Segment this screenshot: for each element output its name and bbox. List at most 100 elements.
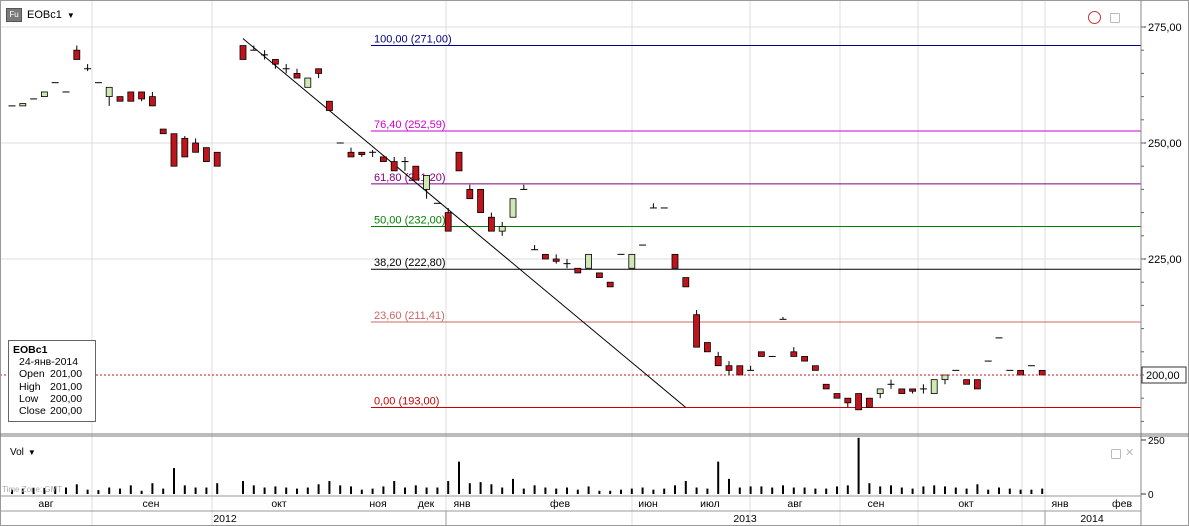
candle-body [1017, 369, 1024, 376]
close-icon[interactable]: ✕ [1125, 447, 1135, 459]
candle [170, 133, 178, 167]
volume-bar [306, 487, 309, 494]
volume-bar [382, 486, 385, 494]
volume-bar [162, 488, 165, 494]
volume-bar [43, 487, 46, 494]
futures-badge: Fu [6, 8, 22, 22]
volume-label[interactable]: Vol [10, 447, 24, 458]
candle [898, 388, 906, 394]
volume-bar [183, 485, 186, 494]
volume-bar [998, 487, 1000, 494]
volume-bar [976, 484, 979, 494]
volume-bar [954, 487, 957, 494]
candle-body [855, 393, 862, 411]
restore-icon[interactable] [1111, 449, 1121, 459]
fib-level-label: 50,00 (232,00) [374, 215, 446, 227]
volume-bar [216, 483, 219, 494]
grid-lines [0, 0, 1141, 526]
volume-bar [54, 486, 57, 494]
volume-bar [75, 484, 78, 494]
symbol-label[interactable]: EOBc1 [27, 9, 62, 21]
candle [304, 77, 312, 88]
candle [606, 281, 614, 288]
candle [127, 91, 135, 102]
candle-body [358, 151, 366, 155]
volume-bar [803, 487, 806, 494]
volume-bar [598, 490, 601, 494]
candle-body [606, 281, 614, 288]
volume-bar [728, 478, 730, 494]
data-row-close: Close 200,00 [19, 405, 83, 418]
candle [138, 91, 146, 102]
candle-body [116, 96, 124, 102]
candle-body [941, 374, 949, 381]
candle [423, 175, 431, 199]
volume-bar [479, 482, 482, 494]
candle-body [325, 100, 333, 111]
candle [844, 397, 852, 408]
timezone-label: Time Zone: GMT [2, 485, 63, 494]
candle [116, 96, 124, 102]
volume-bar [1030, 489, 1033, 494]
volume-bar [717, 461, 720, 494]
candle-body [596, 272, 603, 278]
chevron-down-icon[interactable]: ▼ [27, 448, 36, 457]
volume-bar [140, 490, 143, 494]
volume-bar [447, 481, 450, 494]
candle-body [866, 397, 873, 408]
month-label: окт [271, 498, 287, 510]
volume-bar [792, 487, 795, 494]
year-label: 2014 [1080, 513, 1104, 525]
candle-body [148, 96, 156, 107]
candle-body [822, 383, 830, 390]
candle [596, 272, 603, 278]
month-label: авг [787, 498, 802, 510]
symbol-toolbar[interactable]: Fu EOBc1 ▼ [6, 8, 75, 22]
candle [822, 383, 830, 390]
volume-bar [684, 481, 687, 494]
volume-bar [522, 488, 525, 494]
fib-level-label: 76,40 (252,59) [374, 119, 446, 131]
candle-body [239, 45, 247, 60]
volume-bars [11, 437, 1044, 494]
volume-bar [652, 489, 655, 494]
volume-bar [922, 486, 925, 494]
volume-bar [987, 489, 990, 494]
candle [887, 379, 895, 389]
candle-body [477, 188, 485, 213]
volume-bar [339, 485, 342, 494]
restore-icon[interactable] [1110, 13, 1120, 23]
month-label: авг [38, 498, 53, 510]
volume-bar [825, 488, 828, 494]
candle-body [181, 137, 189, 158]
volume-bar [576, 489, 579, 494]
volume-bar [641, 487, 644, 494]
candle-body [812, 365, 819, 371]
candle-body [1038, 369, 1046, 376]
month-label: янв [1051, 498, 1068, 510]
candle [758, 351, 765, 357]
volume-bar [566, 487, 568, 494]
candle-body [304, 77, 312, 88]
volume-bar [32, 487, 35, 494]
candle-body [170, 133, 178, 167]
volume-bar [695, 487, 698, 494]
candle [19, 103, 27, 107]
candle-body [347, 151, 355, 158]
candle-body [574, 267, 582, 274]
volume-bar [108, 487, 111, 494]
volume-pane-header[interactable]: Vol ▼ [10, 447, 36, 458]
candle [628, 253, 636, 269]
volume-tick-label: 0 [1148, 490, 1154, 501]
volume-bar [782, 485, 784, 494]
clock-icon[interactable] [1088, 11, 1101, 24]
candle [941, 374, 949, 385]
candle-body [41, 91, 48, 97]
candle-body [293, 73, 301, 79]
chevron-down-icon[interactable]: ▼ [66, 10, 75, 20]
candle-body [790, 351, 798, 357]
volume-bar [350, 486, 352, 494]
volume-bar [630, 488, 633, 494]
volume-bar [933, 485, 936, 494]
month-label: окт [958, 498, 974, 510]
